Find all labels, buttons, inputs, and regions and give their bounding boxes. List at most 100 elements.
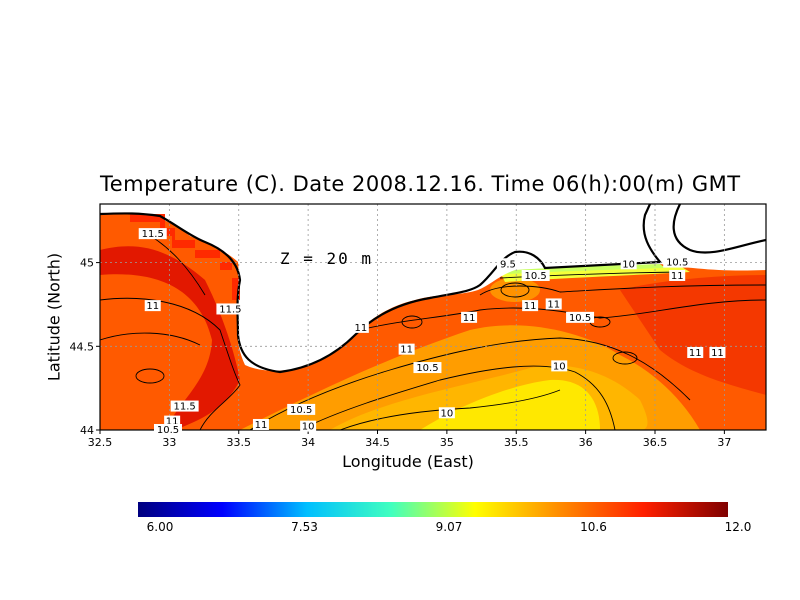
contour-label-box bbox=[522, 300, 539, 312]
contour-label: 11 bbox=[461, 311, 478, 324]
contour-label-box bbox=[551, 360, 568, 372]
contour-label-text: 10.5 bbox=[416, 363, 438, 374]
x-tick-label: 35 bbox=[440, 436, 454, 449]
colorbar-tick-label: 9.07 bbox=[435, 520, 463, 534]
contour-label-box bbox=[687, 346, 704, 358]
contour-label-text: 10 bbox=[302, 422, 315, 433]
contour-label: 10.5 bbox=[663, 256, 692, 269]
contour-label: 10 bbox=[438, 407, 455, 419]
contour-label-box bbox=[496, 258, 519, 270]
x-tick-label: 33 bbox=[162, 436, 176, 449]
contour-label-box bbox=[438, 407, 455, 419]
x-tick-label: 36 bbox=[579, 436, 593, 449]
cold-core-inner bbox=[420, 379, 600, 430]
contour-label: 11 bbox=[252, 418, 269, 431]
contour-label: 11.5 bbox=[170, 400, 199, 413]
plot-frame bbox=[99, 203, 767, 431]
contour-label-box bbox=[521, 269, 550, 281]
depth-label: Z = 20 m bbox=[280, 249, 373, 268]
contour-label-text: 11 bbox=[711, 348, 724, 359]
contour-label-text: 10.5 bbox=[666, 258, 688, 269]
contour-label-box bbox=[620, 258, 637, 270]
contour-label-box bbox=[709, 346, 726, 358]
contour-label-text: 11 bbox=[689, 348, 702, 359]
contour-label: 11.5 bbox=[216, 303, 245, 315]
colorbar-tick-label: 6.00 bbox=[146, 520, 174, 534]
contour-label-box bbox=[216, 303, 245, 315]
contour-label: 11 bbox=[709, 346, 726, 359]
contour-label: 11.5 bbox=[138, 228, 167, 240]
tick-labels: 32.5 33 33.5 34 34.5 35 35.5 36 36.5 37 44 44.5 45 bbox=[70, 257, 732, 449]
contour-label-text: 11 bbox=[354, 323, 367, 334]
contour-label: 10 bbox=[300, 420, 317, 433]
contour-label-text: 11.5 bbox=[219, 304, 241, 315]
contour-label-box bbox=[545, 298, 562, 310]
contour-label-box bbox=[413, 362, 442, 374]
east-warm-region bbox=[620, 275, 766, 395]
contour-label: 11 bbox=[352, 321, 369, 334]
x-tick-label: 33.5 bbox=[227, 436, 252, 449]
contour-label-box bbox=[461, 311, 478, 323]
crimea-land bbox=[100, 204, 766, 371]
kerch-cool-patch bbox=[490, 278, 540, 302]
contour-label-text: 10 bbox=[622, 259, 635, 270]
contour-label: 10.5 bbox=[566, 311, 595, 324]
contour-label-text: 11 bbox=[463, 313, 476, 324]
contour-label: 11 bbox=[144, 300, 161, 312]
y-tick-label: 44 bbox=[80, 424, 94, 437]
contour-label: 9.5 bbox=[496, 258, 519, 270]
chart-title: Temperature (C). Date 2008.12.16. Time 0… bbox=[100, 172, 741, 196]
x-tick-label: 37 bbox=[717, 436, 731, 449]
contour-label-text: 11 bbox=[400, 345, 413, 356]
contour-label-box bbox=[663, 256, 692, 268]
contour-label-text: 11 bbox=[146, 301, 159, 312]
contour-label-text: 10.5 bbox=[569, 313, 591, 324]
west-coast-edge bbox=[130, 214, 240, 300]
contour-label: 10 bbox=[620, 258, 637, 270]
contour-label-box bbox=[352, 321, 369, 333]
contour-label-text: 11 bbox=[255, 420, 268, 431]
contour-label: 11 bbox=[398, 343, 415, 356]
contour-label-box bbox=[170, 400, 199, 412]
contour-label-text: 11 bbox=[547, 299, 560, 310]
contour-label-text: 10.5 bbox=[157, 425, 179, 436]
contour-label-box bbox=[138, 228, 167, 240]
contour-label-text: 10.5 bbox=[525, 271, 547, 282]
colorbar-tick-label: 7.53 bbox=[291, 520, 318, 534]
contour-label: 10.5 bbox=[153, 424, 182, 436]
contour-label-box bbox=[287, 403, 316, 415]
azov-coast bbox=[672, 204, 766, 254]
contour-label-text: 10.5 bbox=[290, 405, 312, 416]
contour-label: 10.5 bbox=[287, 403, 316, 416]
contour-label-box bbox=[252, 418, 269, 430]
y-tick-label: 44.5 bbox=[70, 340, 95, 353]
x-tick-label: 36.5 bbox=[643, 436, 668, 449]
contour-label: 11 bbox=[545, 298, 562, 310]
west-warm-band bbox=[100, 246, 240, 430]
x-tick-label: 34 bbox=[301, 436, 315, 449]
contour-label-text: 11 bbox=[671, 271, 684, 282]
contour-label-box bbox=[144, 300, 161, 312]
colorbar bbox=[138, 502, 728, 517]
colorbar-tick-label: 12.0 bbox=[724, 520, 752, 534]
colorbar-tick-label: 10.6 bbox=[580, 520, 607, 534]
y-tick-label: 45 bbox=[80, 257, 94, 270]
contour-label-box bbox=[164, 415, 181, 427]
contour-label-text: 11 bbox=[524, 301, 537, 312]
contour-label: 10.5 bbox=[521, 269, 550, 282]
contour-label-box bbox=[300, 420, 317, 432]
contour-label: 10 bbox=[551, 360, 568, 372]
contour-label: 11 bbox=[522, 300, 539, 312]
contour-label: 11 bbox=[687, 346, 704, 359]
contour-label-box bbox=[669, 269, 686, 281]
contour-label-text: 11.5 bbox=[142, 229, 164, 240]
contour-label-text: 11.5 bbox=[174, 402, 196, 413]
contour-label-text: 10 bbox=[553, 361, 566, 372]
contour-label: 11 bbox=[164, 415, 181, 428]
contour-label-box bbox=[566, 311, 595, 323]
contour-label-text: 9.5 bbox=[500, 259, 516, 270]
x-axis-label: Longitude (East) bbox=[342, 452, 474, 471]
contour-label-box bbox=[398, 343, 415, 355]
contour-label-box bbox=[153, 424, 182, 435]
